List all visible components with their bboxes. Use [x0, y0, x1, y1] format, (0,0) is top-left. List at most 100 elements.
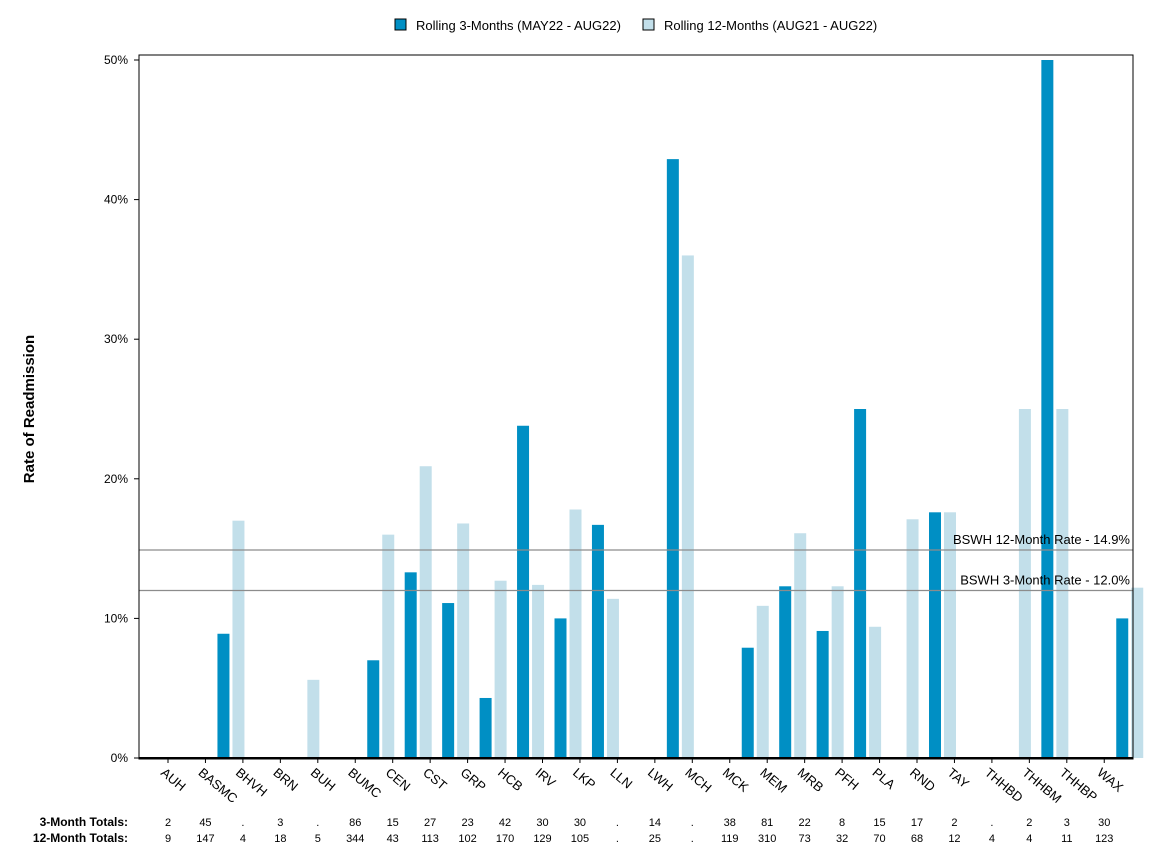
- bar-12-month-pfh: [869, 626, 882, 758]
- x-tick-label-cst: CST: [420, 765, 450, 793]
- x-tick-label-thhbd: THHBD: [982, 765, 1026, 805]
- totals-value: 73: [799, 833, 811, 845]
- bar-12-month-rnd: [944, 512, 956, 758]
- legend-swatch-3-month: [394, 18, 407, 31]
- x-tick-label-mch: MCH: [682, 765, 714, 796]
- x-tick-label-thhbm: THHBM: [1019, 765, 1064, 806]
- y-tick-label: 50%: [104, 53, 128, 67]
- bar-3-month-rnd: [929, 512, 941, 758]
- totals-value: 30: [1098, 817, 1110, 829]
- bar-12-month-mem: [794, 533, 807, 758]
- x-tick-label-brn: BRN: [270, 765, 301, 794]
- x-tick-label-mrb: MRB: [795, 765, 827, 795]
- x-tick-label-buh: BUH: [308, 765, 339, 794]
- legend: Rolling 3-Months (MAY22 - AUG22) Rolling…: [394, 18, 877, 33]
- totals-value: 310: [758, 833, 776, 845]
- totals-value: 105: [571, 833, 589, 845]
- totals-value: 45: [199, 817, 211, 829]
- bar-12-month-mck: [756, 605, 769, 758]
- bar-12-month-thhbd: [1018, 409, 1031, 758]
- x-tick-label-thhbp: THHBP: [1057, 765, 1100, 805]
- bar-3-month-pfh: [854, 409, 867, 758]
- totals-value: 12: [948, 833, 960, 845]
- x-tick-label-lwh: LWH: [645, 765, 676, 794]
- totals-value: 43: [387, 833, 399, 845]
- totals-value: 123: [1095, 833, 1113, 845]
- x-tick-label-auh: AUH: [158, 765, 189, 794]
- x-tick-label-mem: MEM: [757, 765, 790, 796]
- totals-value: 4: [240, 833, 246, 845]
- bar-3-month-hcb: [517, 425, 530, 758]
- totals-value: 344: [346, 833, 364, 845]
- totals-row-label-1: 12-Month Totals:: [33, 831, 128, 845]
- bar-12-month-lwh: [681, 255, 694, 758]
- bar-3-month-thhbm: [1041, 60, 1054, 758]
- bar-12-month-wax: [1131, 587, 1144, 758]
- totals-value: 4: [1026, 833, 1032, 845]
- bar-12-month-grp: [494, 580, 507, 758]
- totals-value: .: [990, 817, 993, 829]
- totals-value: 129: [533, 833, 551, 845]
- totals-value: 27: [424, 817, 436, 829]
- totals-value: 102: [458, 833, 476, 845]
- totals-value: 113: [421, 833, 439, 845]
- bar-3-month-lwh: [666, 159, 679, 759]
- bar-12-month-bumc: [382, 534, 395, 758]
- bar-12-month-cst: [457, 523, 470, 758]
- x-tick-label-rnd: RND: [907, 765, 938, 795]
- totals-value: 147: [196, 833, 214, 845]
- bar-12-month-cen: [419, 466, 432, 758]
- x-tick-label-pla: PLA: [870, 765, 899, 792]
- bar-3-month-lkp: [591, 524, 604, 758]
- x-tick-label-pfh: PFH: [832, 765, 862, 793]
- bar-3-month-basmc: [217, 633, 230, 758]
- bar-12-month-lkp: [606, 598, 619, 758]
- totals-value: .: [241, 817, 244, 829]
- x-tick-label-lln: LLN: [607, 765, 635, 792]
- bar-12-month-mrb: [831, 586, 844, 758]
- legend-swatch-12-month: [642, 18, 655, 31]
- totals-value: 2: [1026, 817, 1032, 829]
- plot-frame: [138, 54, 1134, 760]
- totals-value: 17: [911, 817, 923, 829]
- totals-value: 32: [836, 833, 848, 845]
- totals-value: .: [616, 833, 619, 845]
- x-tick-label-hcb: HCB: [495, 765, 526, 794]
- x-tick-label-mck: MCK: [720, 765, 752, 795]
- totals-value: 119: [721, 833, 739, 845]
- x-tick-label-basmc: BASMC: [196, 765, 241, 806]
- totals-value: 15: [387, 817, 399, 829]
- y-tick-label: 0%: [111, 751, 129, 765]
- totals-value: 3: [1064, 817, 1070, 829]
- bar-12-month-brn: [307, 679, 320, 758]
- totals-value: 81: [761, 817, 773, 829]
- x-tick-label-tay: TAY: [945, 765, 973, 792]
- x-tick-label-wax: WAX: [1094, 765, 1126, 795]
- totals-value: 22: [799, 817, 811, 829]
- x-tick-label-cen: CEN: [383, 765, 414, 794]
- totals-value: 8: [839, 817, 845, 829]
- bar-3-month-cen: [404, 572, 417, 758]
- y-tick-label: 40%: [104, 193, 128, 207]
- bar-3-month-cst: [442, 603, 455, 758]
- totals-value: 18: [274, 833, 286, 845]
- reference-line-label-0: BSWH 12-Month Rate - 14.9%: [953, 532, 1130, 547]
- bar-12-month-pla: [906, 519, 919, 758]
- totals-value: 9: [165, 833, 171, 845]
- totals-value: 23: [461, 817, 473, 829]
- bar-3-month-mem: [779, 586, 792, 758]
- totals-value: 70: [873, 833, 885, 845]
- bar-3-month-bumc: [367, 660, 380, 758]
- bar-12-month-thhbm: [1056, 409, 1069, 758]
- totals-value: 2: [165, 817, 171, 829]
- bar-12-month-basmc: [232, 520, 245, 758]
- totals-value: 2: [951, 817, 957, 829]
- x-tick-label-bumc: BUMC: [345, 765, 384, 801]
- bar-3-month-wax: [1116, 618, 1129, 758]
- bar-3-month-grp: [479, 697, 492, 758]
- totals-value: 68: [911, 833, 923, 845]
- x-tick-label-irv: IRV: [533, 765, 559, 790]
- y-tick-label: 20%: [104, 472, 128, 486]
- x-tick-label-lkp: LKP: [570, 765, 598, 792]
